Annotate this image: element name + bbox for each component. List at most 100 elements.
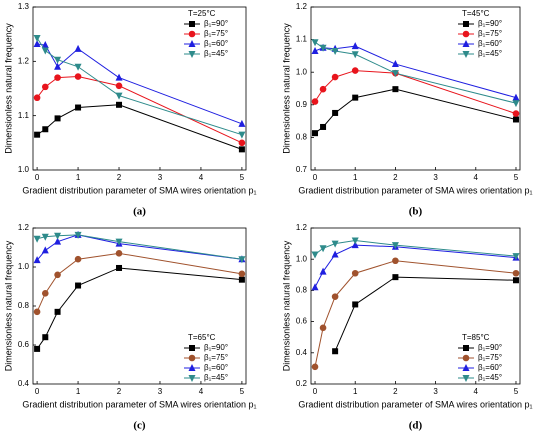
marker [238,276,245,283]
marker [462,30,470,38]
marker [331,293,339,300]
x-tick-label: 1 [353,173,358,182]
marker [74,231,82,239]
y-axis-label: Dimensionless natural frequency [281,23,291,154]
marker [54,232,62,240]
marker [319,245,327,253]
marker [512,116,519,123]
marker [462,40,470,47]
marker [332,348,339,355]
marker [33,256,41,264]
y-tick-label: 1.0 [296,254,308,263]
marker [512,277,519,284]
panel-label: (a) [133,206,146,218]
x-tick-label: 2 [117,173,122,182]
marker [351,42,359,50]
marker [33,39,41,47]
legend-label: β₁=75° [478,29,502,38]
marker [463,345,469,351]
marker [54,271,61,279]
x-tick-label: 2 [393,387,398,396]
y-tick-label: 0.7 [296,165,308,174]
y-tick-label: 0.2 [296,379,308,388]
y-tick-label: 0.6 [296,317,308,326]
y-axis-label: Dimensionless natural frequency [3,240,13,371]
y-tick-label: 1.1 [296,35,308,44]
marker [188,40,196,47]
marker [351,237,359,245]
marker [33,235,41,243]
y-tick-label: 1.2 [296,2,308,11]
x-tick-label: 1 [353,387,358,396]
marker [74,73,82,80]
y-tick-label: 1.2 [296,223,308,232]
y-tick-label: 1.0 [18,165,30,174]
plot-frame [310,227,521,385]
marker [54,115,61,122]
marker [74,63,82,71]
marker [320,123,327,130]
marker [311,47,319,55]
marker [54,74,61,81]
x-tick-label: 1 [76,387,81,396]
marker [116,264,123,271]
marker [319,267,327,275]
x-axis-label: Gradient distribution parameter of SMA w… [22,185,256,195]
marker [392,274,399,281]
legend-title: T=45°C [462,9,490,18]
x-tick-label: 4 [474,387,479,396]
series-line [314,244,517,288]
marker [462,364,470,371]
marker [391,242,399,250]
panel-label: (d) [409,420,423,432]
x-tick-label: 5 [240,387,245,396]
legend-title: T=65°C [188,333,216,342]
legend-title: T=85°C [462,333,490,342]
x-axis-label: Gradient distribution parameter of SMA w… [22,399,256,409]
x-tick-label: 0 [313,387,318,396]
x-tick-label: 0 [35,173,40,182]
marker [34,131,41,138]
marker [188,30,196,38]
marker [311,251,319,259]
x-tick-label: 0 [313,173,318,182]
marker [41,83,49,91]
y-tick-label: 0.9 [296,100,308,109]
x-axis-label: Gradient distribution parameter of SMA w… [298,399,532,409]
series-line [314,70,517,115]
marker [115,238,123,246]
marker [351,241,359,249]
y-tick-label: 0.8 [18,301,30,310]
marker [74,255,82,263]
legend-label: β₁=60° [204,39,228,48]
y-tick-label: 1.2 [18,223,30,232]
marker [41,41,49,49]
marker [352,94,359,101]
marker [74,44,82,52]
plot-frame [32,6,247,171]
marker [391,60,399,68]
marker [54,56,62,64]
y-tick-label: 0.6 [18,340,30,349]
y-tick-label: 1.2 [18,56,30,65]
legend-label: β₁=45° [478,373,502,382]
marker [512,110,520,117]
marker [311,283,319,291]
marker [41,233,49,241]
marker [319,324,327,332]
marker [331,240,339,248]
legend-label: β₁=60° [204,363,228,372]
marker [392,257,399,265]
x-tick-label: 5 [514,173,519,182]
legend-label: β₁=45° [204,373,228,382]
series-line [314,260,517,367]
x-tick-label: 2 [393,173,398,182]
series-line [36,76,243,144]
marker [116,101,123,108]
marker [238,131,246,139]
legend-label: β₁=60° [478,39,502,48]
marker [462,375,470,382]
marker [115,73,123,81]
marker [392,86,399,93]
